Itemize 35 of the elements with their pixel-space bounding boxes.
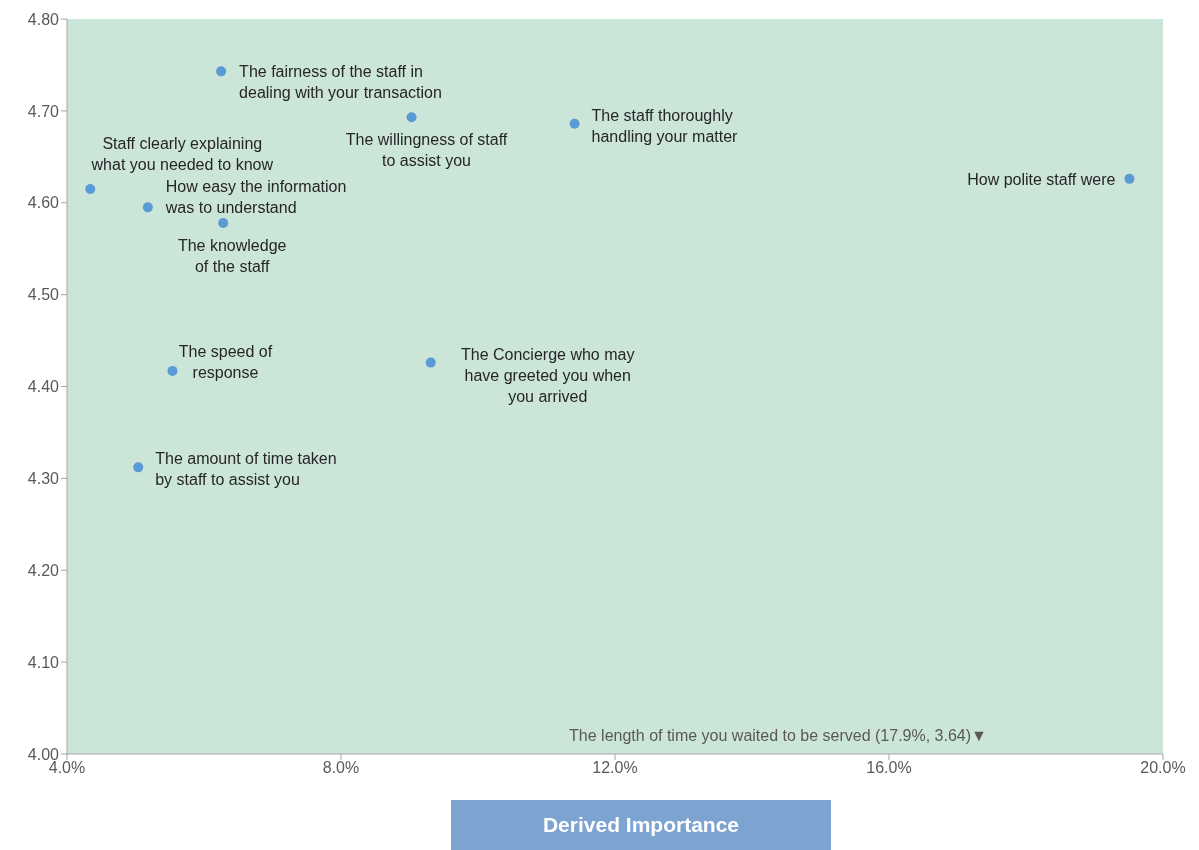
x-tick-label: 8.0% — [322, 759, 360, 777]
annotation: How polite staff were — [967, 170, 1116, 188]
annotation: The staff thoroughly handling your matter — [591, 106, 739, 145]
annotation: The length of time you waited to be served (17.9%, 3.64)▼ — [568, 727, 988, 745]
y-tick-label: 4.70 — [27, 102, 60, 120]
x-tick-label: 4.0% — [48, 759, 86, 777]
annotation: The amount of time taken by staff to assist you — [155, 450, 337, 489]
point — [406, 112, 417, 123]
point — [1124, 173, 1135, 184]
annotation: The Concierge who may have greeted you when you arrived — [461, 345, 635, 405]
y-tick-label: 4.30 — [27, 470, 60, 488]
annotation: The fairness of the staff in dealing with your transaction — [239, 63, 442, 102]
y-tick-label: 4.80 — [27, 10, 60, 28]
x-tick-label: 16.0% — [866, 759, 912, 777]
x-tick-label: 20.0% — [1140, 759, 1186, 777]
y-tick-label: 4.40 — [27, 378, 60, 396]
y-tick-label: 4.20 — [27, 561, 60, 579]
y-tick-label: 4.60 — [27, 194, 60, 212]
point — [569, 118, 580, 129]
point — [218, 217, 229, 228]
point — [142, 202, 153, 213]
point — [216, 66, 227, 77]
y-tick-label: 4.10 — [27, 653, 60, 671]
point — [85, 183, 96, 194]
annotation: The willingness of staff to assist you — [345, 131, 508, 170]
annotation: The knowledge of the staff — [177, 236, 287, 275]
point — [167, 365, 178, 376]
point — [425, 357, 436, 368]
x-tick-label: 12.0% — [592, 759, 638, 777]
annotation: The speed of response — [178, 342, 273, 381]
annotation: How easy the information was to understand — [164, 178, 347, 217]
annotation: Staff clearly explaining what you needed to know — [90, 134, 274, 173]
y-tick-label: 4.50 — [27, 286, 60, 304]
point — [133, 462, 144, 473]
x-axis-title: Derived Importance — [451, 800, 831, 850]
